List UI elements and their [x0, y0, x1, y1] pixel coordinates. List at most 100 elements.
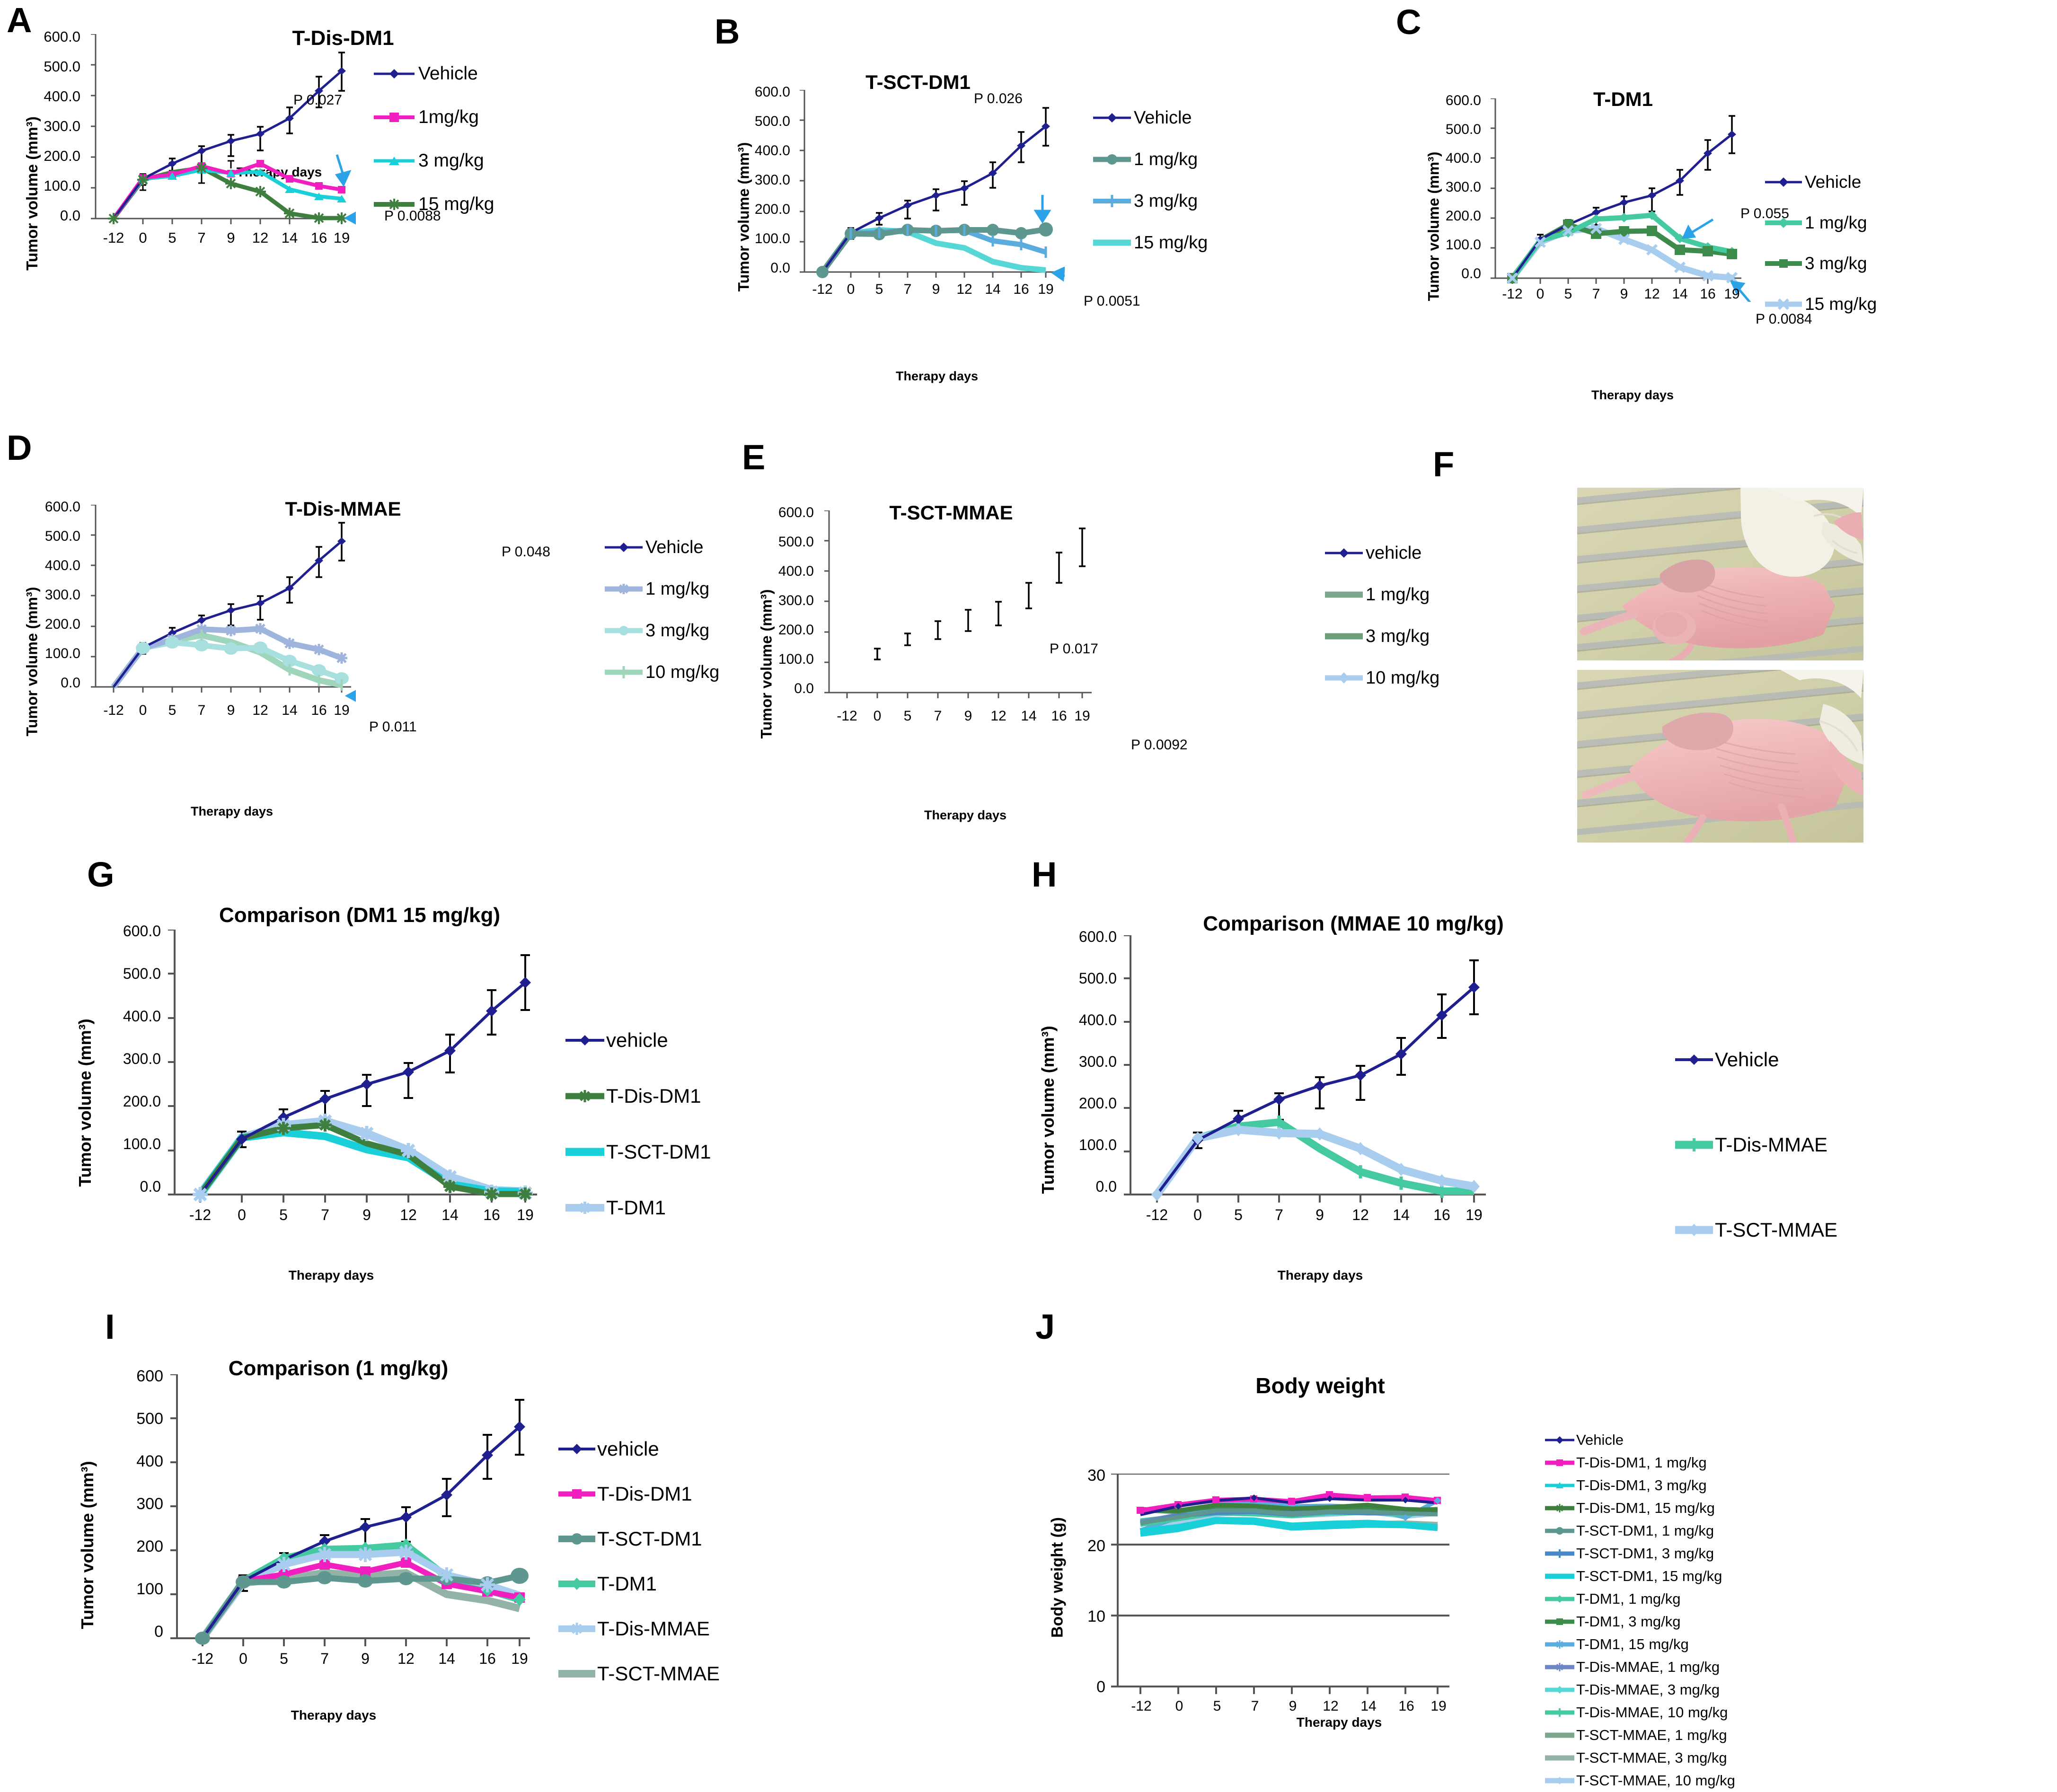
legend-item-j-4[interactable]: T-SCT-DM1, 1 mg/kg [1545, 1520, 1735, 1542]
legend-item-d-3[interactable]: 10 mg/kg [605, 651, 719, 693]
legend-swatch-j-4 [1545, 1526, 1574, 1536]
legend-item-h-1[interactable]: T-Dis-MMAE [1675, 1102, 1837, 1187]
legend-item-i-3[interactable]: T-DM1 [558, 1561, 720, 1606]
legend-label-b-0: Vehicle [1134, 107, 1192, 128]
panel-j: J Body weight Body weight (g) Therapy da… [1032, 1287, 2057, 1789]
legend-item-e-1[interactable]: 1 mg/kg [1325, 574, 1439, 615]
legend-item-j-0[interactable]: Vehicle [1545, 1429, 1735, 1451]
legend-item-h-2[interactable]: T-SCT-MMAE [1675, 1187, 1837, 1273]
legend-item-a-1[interactable]: 1mg/kg [374, 96, 494, 139]
legend-item-a-3[interactable]: 15 mg/kg [374, 183, 494, 226]
legend-item-j-15[interactable]: T-SCT-MMAE, 10 mg/kg [1545, 1769, 1735, 1792]
legend-item-c-3[interactable]: 15 mg/kg [1765, 284, 1877, 325]
legend-item-j-14[interactable]: T-SCT-MMAE, 3 mg/kg [1545, 1747, 1735, 1769]
legend-item-i-5[interactable]: T-SCT-MMAE [558, 1651, 720, 1696]
x-tick-h-3: 7 [1275, 1206, 1283, 1223]
legend-item-a-0[interactable]: Vehicle [374, 52, 494, 96]
legend-label-a-2: 3 mg/kg [418, 150, 484, 171]
plot-area-c [1491, 98, 1751, 302]
legend-item-g-3[interactable]: T-DM1 [565, 1180, 711, 1236]
legend-item-i-2[interactable]: T-SCT-DM1 [558, 1516, 720, 1561]
legend-swatch-vehicle [1325, 547, 1363, 559]
legend-item-b-2[interactable]: 3 mg/kg [1093, 180, 1208, 222]
legend-item-j-1[interactable]: T-Dis-DM1, 1 mg/kg [1545, 1451, 1735, 1474]
x-tick-j-0: -12 [1131, 1698, 1152, 1714]
legend-swatch-1mgkg [1765, 217, 1802, 229]
legend-item-b-3[interactable]: 15 mg/kg [1093, 222, 1208, 264]
y-axis-label-j: Body weight (g) [1048, 1517, 1067, 1638]
legend-item-c-2[interactable]: 3 mg/kg [1765, 243, 1877, 284]
y-tick-h-5: 100.0 [1078, 1136, 1117, 1153]
legend-swatch-t-dis-dm1 [558, 1488, 595, 1500]
y-tick-i-6: 0 [154, 1623, 163, 1641]
panel-label-g: G [87, 855, 115, 894]
y-tick-c-3: 300.0 [1445, 179, 1481, 195]
y-tick-d-6: 0.0 [61, 675, 80, 691]
x-tick-c-4: 9 [1620, 286, 1628, 302]
legend-item-j-6[interactable]: T-SCT-DM1, 15 mg/kg [1545, 1565, 1735, 1588]
legend-item-e-3[interactable]: 10 mg/kg [1325, 657, 1439, 699]
x-tick-j-8: 19 [1430, 1698, 1447, 1714]
legend-item-e-0[interactable]: vehicle [1325, 532, 1439, 574]
legend-item-i-4[interactable]: T-Dis-MMAE [558, 1606, 720, 1651]
legend-label-b-3: 15 mg/kg [1134, 232, 1208, 253]
legend-item-g-2[interactable]: T-SCT-DM1 [565, 1124, 711, 1180]
legend-item-g-0[interactable]: vehicle [565, 1012, 711, 1068]
legend-item-c-0[interactable]: Vehicle [1765, 162, 1877, 202]
x-tick-j-3: 7 [1251, 1698, 1259, 1714]
x-tick-e-0: -12 [837, 708, 857, 724]
x-tick-a-6: 14 [281, 229, 298, 246]
legend-item-j-3[interactable]: T-Dis-DM1, 15 mg/kg [1545, 1497, 1735, 1520]
legend-item-d-2[interactable]: 3 mg/kg [605, 610, 719, 651]
legend-label-a-1: 1mg/kg [418, 107, 479, 127]
x-tick-c-2: 5 [1564, 286, 1572, 302]
x-tick-j-4: 9 [1289, 1698, 1297, 1714]
legend-item-d-1[interactable]: 1 mg/kg [605, 568, 719, 610]
x-tick-g-5: 12 [400, 1206, 417, 1223]
legend-swatch-t-sct-dm1 [565, 1146, 604, 1158]
legend-item-a-2[interactable]: 3 mg/kg [374, 139, 494, 183]
legend-item-e-2[interactable]: 3 mg/kg [1325, 615, 1439, 657]
x-axis-label-e: Therapy days [924, 808, 1007, 822]
legend-g: vehicle T-Dis-DM1 T-SCT-DM1 T-DM1 [565, 1012, 711, 1236]
legend-item-j-8[interactable]: T-DM1, 3 mg/kg [1545, 1610, 1735, 1633]
legend-item-j-13[interactable]: T-SCT-MMAE, 1 mg/kg [1545, 1724, 1735, 1747]
x-tick-i-0: -12 [191, 1650, 214, 1667]
y-tick-j-1: 20 [1087, 1537, 1105, 1555]
x-tick-h-8: 19 [1466, 1206, 1483, 1223]
legend-item-i-1[interactable]: T-Dis-DM1 [558, 1471, 720, 1516]
legend-item-b-0[interactable]: Vehicle [1093, 97, 1208, 139]
legend-item-j-2[interactable]: T-Dis-DM1, 3 mg/kg [1545, 1474, 1735, 1497]
legend-item-j-9[interactable]: T-DM1, 15 mg/kg [1545, 1633, 1735, 1656]
legend-swatch-t-sct-dm1 [558, 1533, 595, 1545]
x-tick-i-2: 5 [280, 1650, 288, 1667]
legend-item-g-1[interactable]: T-Dis-DM1 [565, 1068, 711, 1124]
legend-item-b-1[interactable]: 1 mg/kg [1093, 139, 1208, 180]
x-tick-a-3: 7 [197, 229, 206, 246]
legend-item-j-10[interactable]: T-Dis-MMAE, 1 mg/kg [1545, 1656, 1735, 1678]
y-tick-e-1: 500.0 [778, 534, 814, 550]
y-tick-b-6: 0.0 [770, 260, 790, 276]
y-tick-a-5: 100.0 [44, 177, 80, 194]
legend-label-e-1: 1 mg/kg [1366, 584, 1430, 605]
y-tick-e-4: 200.0 [778, 622, 814, 638]
legend-swatch-vehicle [374, 67, 415, 80]
legend-swatch-t-dis-dm1 [565, 1090, 604, 1102]
x-tick-j-1: 0 [1175, 1698, 1183, 1714]
legend-item-j-7[interactable]: T-DM1, 1 mg/kg [1545, 1588, 1735, 1610]
legend-item-h-0[interactable]: Vehicle [1675, 1017, 1837, 1102]
legend-label-g-0: vehicle [606, 1029, 668, 1051]
y-tick-a-0: 600.0 [44, 28, 80, 45]
legend-swatch-1mgkg [1093, 153, 1131, 166]
legend-swatch-10mgkg [1325, 672, 1363, 684]
x-tick-i-3: 7 [320, 1650, 329, 1667]
legend-item-j-5[interactable]: T-SCT-DM1, 3 mg/kg [1545, 1542, 1735, 1565]
legend-item-i-0[interactable]: vehicle [558, 1426, 720, 1471]
legend-item-j-11[interactable]: T-Dis-MMAE, 3 mg/kg [1545, 1678, 1735, 1701]
legend-item-c-1[interactable]: 1 mg/kg [1765, 202, 1877, 243]
y-tick-d-5: 100.0 [44, 646, 80, 661]
legend-item-d-0[interactable]: Vehicle [605, 527, 719, 568]
x-tick-d-3: 7 [197, 703, 206, 718]
legend-swatch-vehicle [1765, 176, 1802, 188]
legend-item-j-12[interactable]: T-Dis-MMAE, 10 mg/kg [1545, 1701, 1735, 1724]
